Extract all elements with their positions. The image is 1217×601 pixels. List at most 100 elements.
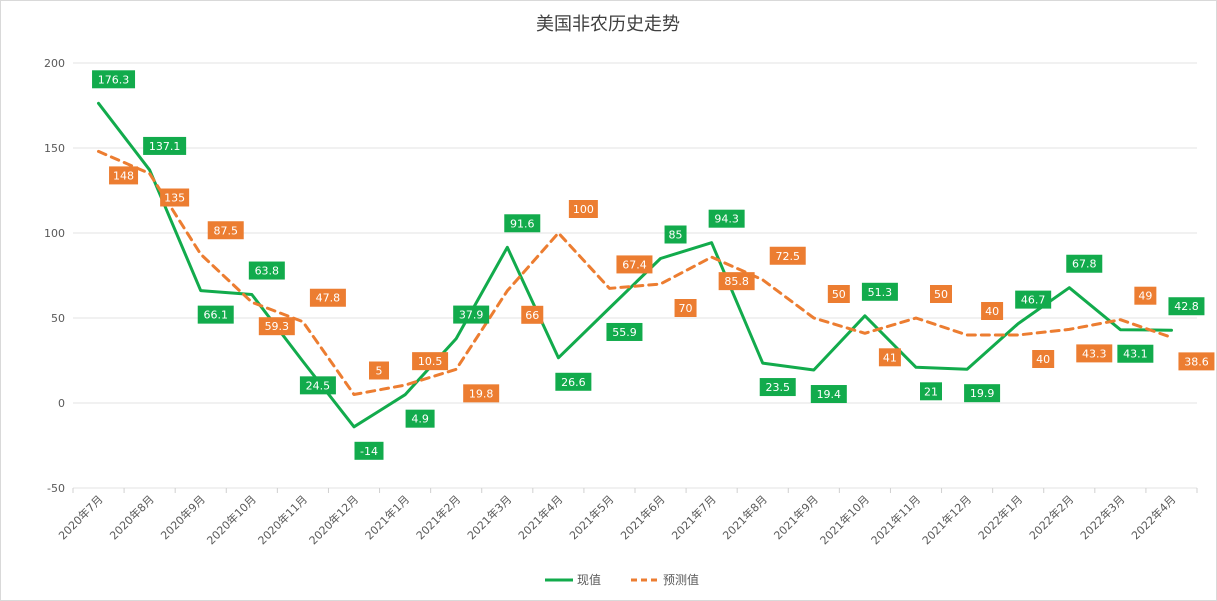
x-tick-label: 2022年2月 [1026,492,1076,542]
x-tick-label: 2021年4月 [515,492,565,542]
data-label-box [920,382,942,401]
data-label-text: 43.1 [1123,348,1148,361]
data-label-text: 46.7 [1021,294,1046,307]
data-label-text: 67.8 [1072,258,1097,271]
data-label-text: 40 [985,305,999,318]
data-label-text: 43.3 [1082,347,1107,360]
x-tick-label: 2020年8月 [107,492,157,542]
data-label-actual: 23.5 [759,378,796,397]
y-tick-label: 50 [51,312,65,325]
data-label-actual: 63.8 [248,261,285,280]
data-label-text: 26.6 [561,376,586,389]
data-label-text: 72.5 [775,250,800,263]
data-label-box [616,255,653,274]
x-tick-label: 2021年6月 [617,492,667,542]
data-label-box [1178,352,1215,371]
x-tick-label: 2020年10月 [204,492,259,547]
data-label-actual: 24.5 [299,376,336,395]
y-tick-label: 100 [44,227,65,240]
data-label-box [718,272,755,291]
data-label-text: 87.5 [213,224,238,237]
data-label-actual: 67.8 [1066,254,1103,273]
data-label-box [568,200,598,218]
data-label-text: 47.8 [316,292,341,305]
data-label-text: 176.3 [98,73,130,86]
data-label-box [555,372,592,391]
data-label-box [1117,344,1154,363]
x-tick-label: 2021年9月 [771,492,821,542]
data-label-forecast: 50 [930,285,952,303]
x-tick-label: 2021年7月 [669,492,719,542]
data-label-forecast: 59.3 [258,317,295,336]
data-label-box [708,209,745,228]
x-tick-label: 2022年1月 [975,492,1025,542]
data-label-box [1032,350,1055,368]
data-label-forecast: 47.8 [309,288,346,307]
data-label-box [197,305,234,324]
data-label-forecast: 49 [1134,286,1157,305]
data-label-box [405,409,435,428]
series-line-1 [97,149,1173,396]
data-label-text: 41 [883,351,897,364]
data-label-forecast: 40 [981,302,1004,320]
data-label-forecast: 50 [827,285,850,303]
data-label-forecast: 72.5 [769,246,806,265]
data-label-layer: 176.3 148 137.1 135 66.1 87.5 63.8 59.3 24.5 47.8… [92,70,1215,460]
data-label-text: 70 [679,302,693,315]
data-label-text: 135 [164,192,185,205]
data-label-box [930,285,952,303]
data-label-actual: 42.8 [1168,297,1205,316]
data-label-actual: 137.1 [143,136,187,155]
data-label-text: 63.8 [255,265,280,278]
y-tick-label: 150 [44,142,65,155]
legend-item-0: 现值 [545,572,601,587]
data-label-box [92,70,136,89]
data-label-box [453,305,490,324]
data-label-box [1076,344,1113,363]
data-label-text: 4.9 [411,413,429,426]
x-tick-label: 2021年10月 [817,492,872,547]
data-label-forecast: 5 [369,361,389,380]
x-tick-label: 2021年12月 [919,492,974,547]
data-label-text: 51.3 [868,286,893,299]
data-label-box [504,214,541,233]
data-label-text: -14 [360,445,378,458]
data-label-text: 37.9 [459,309,484,322]
data-label-forecast: 10.5 [412,352,449,371]
data-label-actual: -14 [354,441,384,460]
data-label-box [160,188,190,207]
data-label-actual: 19.9 [964,384,1001,403]
data-label-text: 55.9 [612,326,637,339]
x-tick-label: 2021年2月 [413,492,463,542]
x-tick-label: 2021年3月 [464,492,514,542]
x-tick-label: 2021年5月 [566,492,616,542]
chart-title: 美国非农历史走势 [536,14,680,35]
x-tick-label: 2021年1月 [362,492,412,542]
data-label-text: 19.8 [469,387,494,400]
data-label-actual: 43.1 [1117,344,1154,363]
data-label-actual: 19.4 [810,385,847,404]
data-label-text: 50 [832,288,846,301]
data-label-text: 91.6 [510,217,535,230]
data-label-box [143,136,187,155]
data-label-actual: 37.9 [453,305,490,324]
data-label-box [769,246,806,265]
legend-item-1: 预测值 [631,572,699,587]
data-label-text: 66 [525,309,539,322]
data-label-actual: 21 [920,382,942,401]
data-label-text: 50 [934,288,948,301]
data-label-text: 10.5 [418,355,443,368]
data-label-box [878,348,901,367]
data-label-box [248,261,285,280]
data-label-forecast: 66 [521,305,544,324]
y-tick-label: 0 [58,397,65,410]
data-label-forecast: 41 [878,348,901,367]
data-label-forecast: 43.3 [1076,344,1113,363]
legend-label: 现值 [577,572,601,587]
data-label-text: 21 [924,385,938,398]
data-label-text: 100 [573,203,594,216]
data-label-forecast: 100 [568,200,598,218]
x-tick-label: 2020年7月 [55,492,105,542]
data-label-box [1168,297,1205,316]
